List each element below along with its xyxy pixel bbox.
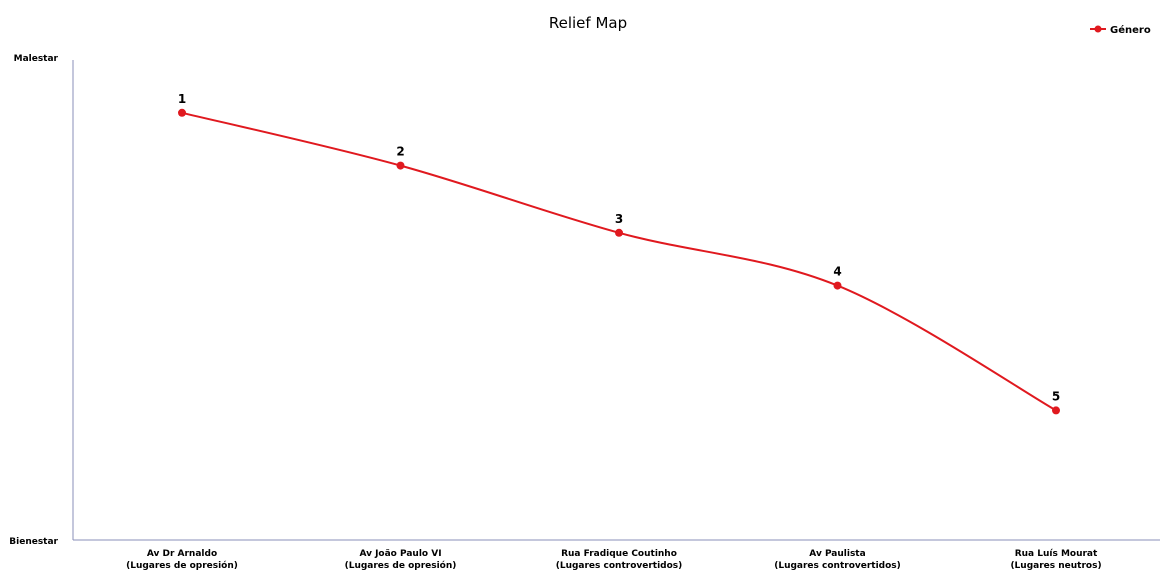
data-label-1: 1 bbox=[178, 92, 186, 106]
x-tick-label-1-line-2: (Lugares de opresión) bbox=[126, 560, 238, 571]
legend-label-genero: Género bbox=[1110, 24, 1151, 36]
data-point-5 bbox=[1052, 406, 1060, 415]
x-tick-labels: Av Dr Arnaldo(Lugares de opresión)Av Joã… bbox=[126, 549, 1101, 571]
data-label-4: 4 bbox=[833, 265, 841, 279]
data-label-5: 5 bbox=[1052, 389, 1060, 403]
legend: Género bbox=[1090, 24, 1151, 36]
x-tick-label-3-line-1: Rua Fradique Coutinho bbox=[561, 549, 677, 559]
data-labels: 1 2 3 4 5 bbox=[178, 92, 1060, 404]
y-tick-label-bottom: Bienestar bbox=[9, 537, 58, 547]
x-tick-label-4-line-2: (Lugares controvertidos) bbox=[774, 561, 901, 571]
x-tick-label-2-line-2: (Lugares de opresión) bbox=[345, 560, 457, 571]
data-point-2 bbox=[396, 161, 405, 170]
legend-swatch-marker bbox=[1094, 25, 1102, 33]
y-tick-label-top: Malestar bbox=[14, 54, 59, 64]
x-tick-label-1-line-1: Av Dr Arnaldo bbox=[147, 549, 217, 559]
x-tick-label-3-line-2: (Lugares controvertidos) bbox=[556, 561, 683, 571]
data-label-3: 3 bbox=[615, 212, 623, 226]
series-line-genero bbox=[181, 111, 1057, 412]
x-tick-label-5-line-2: (Lugares neutros) bbox=[1010, 561, 1101, 571]
data-point-3 bbox=[615, 228, 623, 237]
x-tick-label-4-line-1: Av Paulista bbox=[809, 549, 865, 559]
x-tick-label-5-line-1: Rua Luís Mourat bbox=[1015, 549, 1098, 559]
data-points bbox=[178, 108, 1060, 415]
data-label-2: 2 bbox=[396, 145, 404, 159]
x-tick-label-2-line-1: Av João Paulo VI bbox=[359, 549, 441, 559]
data-point-1 bbox=[178, 108, 186, 117]
chart-title: Relief Map bbox=[549, 14, 627, 32]
data-point-4 bbox=[833, 281, 842, 290]
